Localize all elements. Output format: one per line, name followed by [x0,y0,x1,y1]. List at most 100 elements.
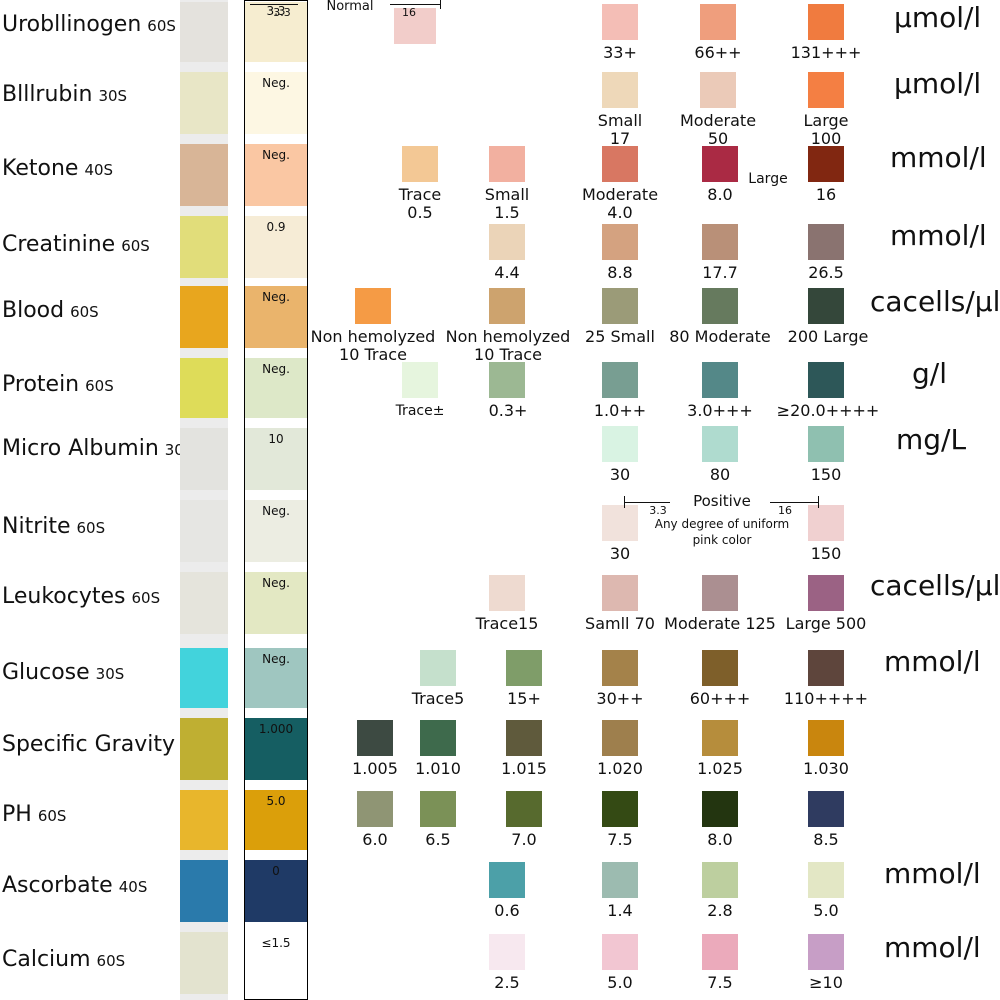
color-swatch [808,720,844,756]
swatch-label: 2.5 [494,973,520,992]
reference-value: Neg. [262,148,290,162]
color-swatch [602,362,638,398]
test-name: Blood 60S [2,300,99,322]
reference-pad: 0 [245,860,307,922]
color-swatch [808,650,844,686]
reference-pad: Neg. [245,286,307,348]
color-swatch [602,791,638,827]
color-swatch [702,146,738,182]
reference-pad: 10 [245,428,307,490]
color-swatch [808,4,844,40]
color-swatch [702,575,738,611]
color-swatch [506,650,542,686]
color-swatch [394,8,436,44]
test-time-label: 40S [118,878,148,896]
swatch-label: 17.7 [702,263,738,282]
strip-pad [180,718,228,780]
swatch-label: 110++++ [783,689,869,708]
swatch-label: 7.5 [707,973,733,992]
color-swatch [808,426,844,462]
unit-label: mg/L [896,423,967,456]
color-swatch [808,505,844,541]
swatch-label: Non hemolyzed 10 Trace [445,327,571,364]
reference-value: Neg. [262,652,290,666]
swatch-label: 1.005 [352,759,398,778]
color-swatch [808,862,844,898]
reference-value: Neg. [262,76,290,90]
swatch-label: 7.5 [607,830,633,849]
swatch-label: 15+ [507,689,541,708]
color-swatch [808,72,844,108]
swatch-label: 1.020 [597,759,643,778]
reference-pad: Neg. [245,358,307,418]
swatch-label: Samll 70 [585,614,655,633]
swatch-label: Small 17 [597,111,643,148]
color-swatch [402,146,438,182]
color-swatch [700,72,736,108]
color-swatch [808,146,844,182]
test-name: Leukocytes 60S [2,586,160,608]
test-time-label: 30S [98,87,128,105]
swatch-label: Large 500 [785,614,867,633]
color-swatch [808,934,844,970]
reference-pad: Neg. [245,144,307,206]
color-swatch [700,4,736,40]
unit-label: mmol/l [890,141,987,174]
swatch-label: 33+ [603,43,637,62]
swatch-label: 16 [815,185,837,204]
unit-label: µmol/l [894,1,982,34]
normal-right-value: 16 [402,6,416,19]
test-name: Blllrubin 30S [2,84,127,106]
reference-pad: 0.9 [245,216,307,278]
test-name-label: Protein [2,372,80,397]
color-swatch [602,288,638,324]
color-swatch [489,288,525,324]
test-name: Specific Gravity45S [2,734,210,756]
color-swatch [357,791,393,827]
swatch-label: Trace 0.5 [398,185,442,222]
reference-pad: Neg. [245,72,307,134]
reference-value: Neg. [262,504,290,518]
color-swatch [602,862,638,898]
color-swatch [355,288,391,324]
color-swatch [702,426,738,462]
color-swatch [602,224,638,260]
color-swatch [808,362,844,398]
color-swatch [602,934,638,970]
color-swatch [808,224,844,260]
note-arrow-right [770,502,818,503]
test-name: Calcium 60S [2,949,125,971]
swatch-label: 60+++ [689,689,751,708]
strip-pad [180,144,228,206]
test-time-label: 60S [131,589,161,607]
color-swatch [702,934,738,970]
test-name-label: Leukocytes [2,584,126,609]
swatch-label: 150 [810,544,842,563]
color-swatch [357,720,393,756]
color-swatch [602,505,638,541]
reference-pad: Neg. [245,572,307,634]
color-swatch [489,575,525,611]
swatch-label: Trace5 [411,689,465,708]
swatch-label: 8.0 [707,185,733,204]
swatch-label: 80 Moderate [669,327,771,346]
color-swatch [602,72,638,108]
reference-pad: ≤1.5 [245,932,307,994]
test-name: Creatinine 60S [2,234,150,256]
swatch-label: 3.0+++ [687,401,753,420]
reference-value: 0 [272,864,280,878]
swatch-label: 1.015 [501,759,547,778]
test-name-label: PH [2,802,32,827]
note-bracket-right [818,496,819,508]
test-name-label: Ascorbate [2,873,113,898]
color-swatch [702,288,738,324]
swatch-label: 25 Small [585,327,655,346]
test-name-label: Blllrubin [2,82,93,107]
strip-pad [180,358,228,418]
unit-label: mmol/l [884,645,981,678]
test-name-label: Nitrite [2,514,71,539]
swatch-label: 30 [609,544,631,563]
swatch-label: Large 100 [803,111,849,148]
test-time-label: 30S [95,665,125,683]
color-swatch [489,146,525,182]
